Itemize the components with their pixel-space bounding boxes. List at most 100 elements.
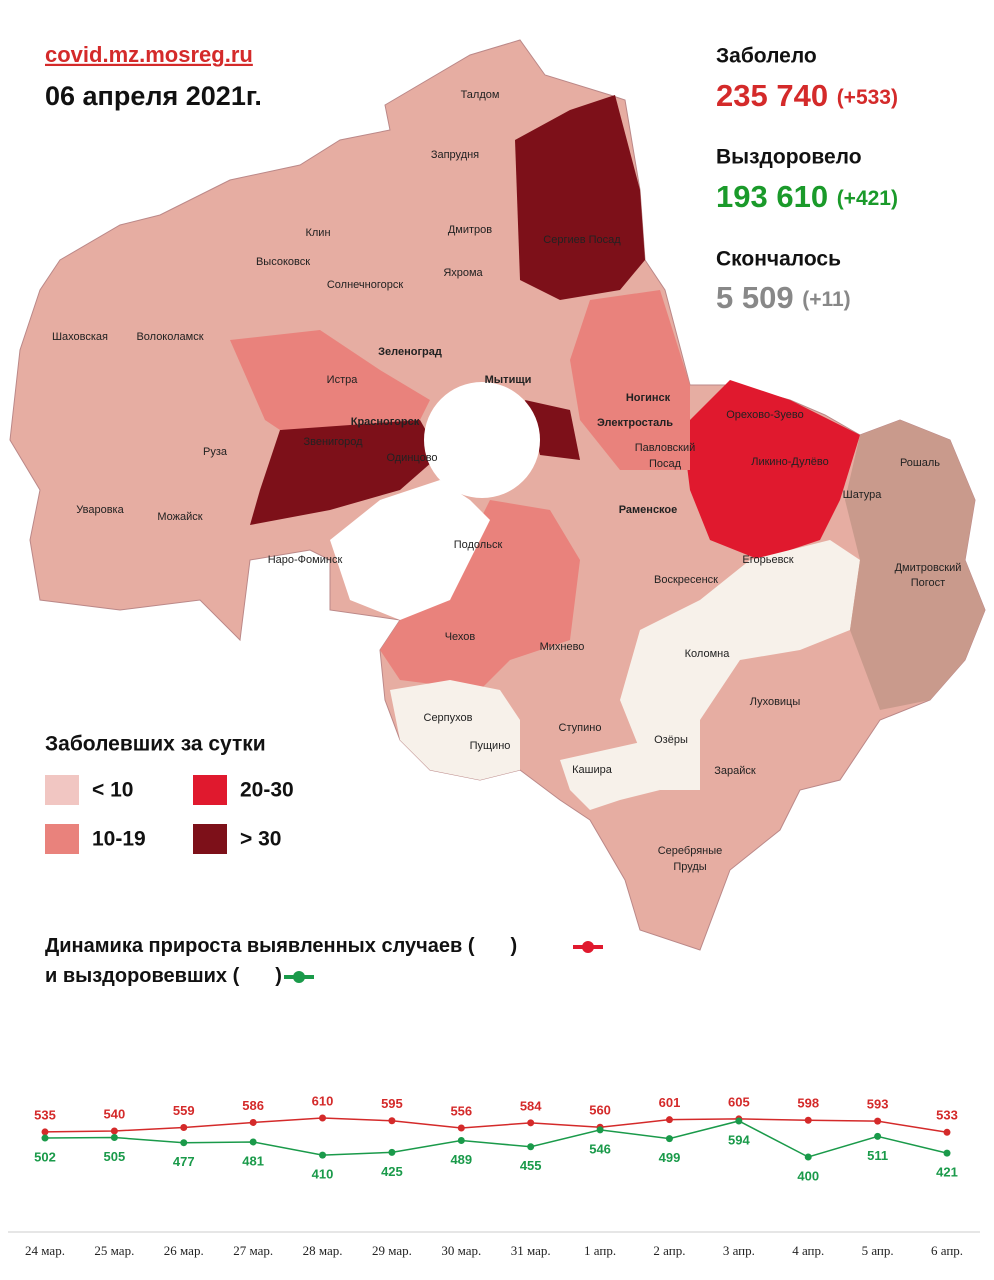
title-text: Динамика прироста выявленных случаев ( [45, 935, 475, 957]
map-label: Мытищи [485, 374, 532, 386]
legend-swatch [193, 775, 227, 805]
series-line [44, 1117, 948, 1134]
map-label: Зарайск [714, 765, 756, 777]
stat-number: 5 509 [716, 280, 794, 315]
map-label: Егорьевск [742, 554, 793, 566]
x-tick-label: 26 мар. [164, 1243, 204, 1258]
data-label: 586 [242, 1098, 264, 1113]
data-label: 499 [659, 1150, 681, 1165]
map-label: Павловский [635, 442, 696, 454]
map-label: Луховицы [750, 696, 801, 708]
stat-delta: (+11) [802, 288, 850, 311]
region-high [515, 95, 645, 300]
map-label: Серебряные [658, 845, 723, 857]
map-label: Подольск [454, 539, 503, 551]
data-point [527, 1143, 535, 1151]
map-label: Высоковск [256, 256, 310, 268]
map-label: Коломна [685, 648, 731, 660]
map-label: Талдом [461, 89, 500, 101]
map-label: Ликино-Дулёво [751, 456, 829, 468]
map-label: Красногорск [351, 416, 420, 428]
map-label: Раменское [619, 504, 678, 516]
region-mid [230, 330, 430, 430]
data-point [41, 1128, 49, 1136]
map-label: Запрудня [431, 149, 479, 161]
series-line [44, 1120, 948, 1158]
stat-value: 193 610 (+421) [716, 179, 898, 214]
x-tick-label: 24 мар. [25, 1243, 65, 1258]
x-tick-label: 3 апр. [723, 1243, 755, 1258]
map-label: Посад [649, 458, 682, 470]
legend-title: Заболевших за сутки [45, 733, 266, 756]
data-label: 601 [659, 1095, 681, 1110]
region-low [390, 680, 520, 780]
x-tick-label: 25 мар. [94, 1243, 134, 1258]
map-label: Дмитровский [895, 562, 962, 574]
stats: Заболело 235 740 (+533) Выздоровело 193 … [716, 45, 898, 316]
data-point [874, 1132, 882, 1140]
data-label: 511 [867, 1148, 888, 1163]
data-label: 560 [589, 1103, 611, 1118]
new-moscow-gap [330, 480, 490, 620]
legend-swatch [45, 775, 79, 805]
x-tick-label: 31 мар. [511, 1243, 551, 1258]
chart-title-line: Динамика прироста выявленных случаев () [45, 935, 517, 957]
stat-value: 235 740 (+533) [716, 78, 898, 113]
stat-label: Заболело [716, 45, 817, 68]
data-label: 594 [728, 1132, 750, 1147]
data-label: 559 [173, 1103, 195, 1118]
stat-delta: (+421) [837, 187, 898, 210]
map-label: Звенигород [303, 436, 363, 448]
stat-value: 5 509 (+11) [716, 280, 851, 315]
date: 06 апреля 2021г. [45, 81, 262, 111]
legend-label: < 10 [92, 779, 133, 802]
map-label: Наро-Фоминск [268, 554, 343, 566]
x-tick-label: 29 мар. [372, 1243, 412, 1258]
map-label: Электросталь [597, 417, 673, 429]
map-label: Ступино [559, 722, 602, 734]
region-low [620, 540, 860, 790]
map-label: Сергиев Посад [543, 234, 621, 246]
data-point [249, 1118, 257, 1126]
map-label: Погост [911, 577, 945, 589]
region-mid-high [685, 380, 860, 560]
region-mid [380, 500, 580, 690]
data-label: 535 [34, 1107, 56, 1122]
legend-label: > 30 [240, 828, 281, 851]
map-label: Одинцово [386, 452, 437, 464]
data-point [110, 1127, 118, 1135]
map-label: Можайск [157, 511, 202, 523]
data-label: 400 [797, 1168, 819, 1183]
data-label: 455 [520, 1158, 542, 1173]
data-label: 584 [520, 1098, 542, 1113]
map-label: Рошаль [900, 457, 940, 469]
map-label: Дмитров [448, 224, 492, 236]
map-label: Воскресенск [654, 574, 718, 586]
data-label: 477 [173, 1154, 195, 1169]
legend-label: 20-30 [240, 779, 294, 802]
map-label: Солнечногорск [327, 279, 403, 291]
stat-number: 193 610 [716, 179, 828, 214]
data-label: 593 [867, 1097, 889, 1112]
map-label: Яхрома [443, 267, 483, 279]
legend-swatch [45, 824, 79, 854]
data-point [665, 1135, 673, 1143]
x-tick-label: 4 апр. [792, 1243, 824, 1258]
data-label: 556 [450, 1103, 472, 1118]
data-point [804, 1116, 812, 1124]
map-labels: Талдом Запрудня Клин Дмитров Сергиев Посад Вы… [52, 89, 961, 873]
title-paren: ) [275, 965, 282, 987]
map-label: Орехово-Зуево [726, 409, 804, 421]
map-label: Уваровка [76, 504, 124, 516]
x-tick-label: 27 мар. [233, 1243, 273, 1258]
chart-title-line: и выздоровевших () [45, 965, 282, 987]
data-point [943, 1128, 951, 1136]
map-label: Шаховская [52, 331, 108, 343]
data-label: 421 [936, 1165, 958, 1180]
data-label: 598 [797, 1096, 819, 1111]
map-label: Кашира [572, 764, 613, 776]
data-label: 595 [381, 1096, 403, 1111]
x-tick-label: 1 апр. [584, 1243, 616, 1258]
data-point [319, 1114, 327, 1122]
